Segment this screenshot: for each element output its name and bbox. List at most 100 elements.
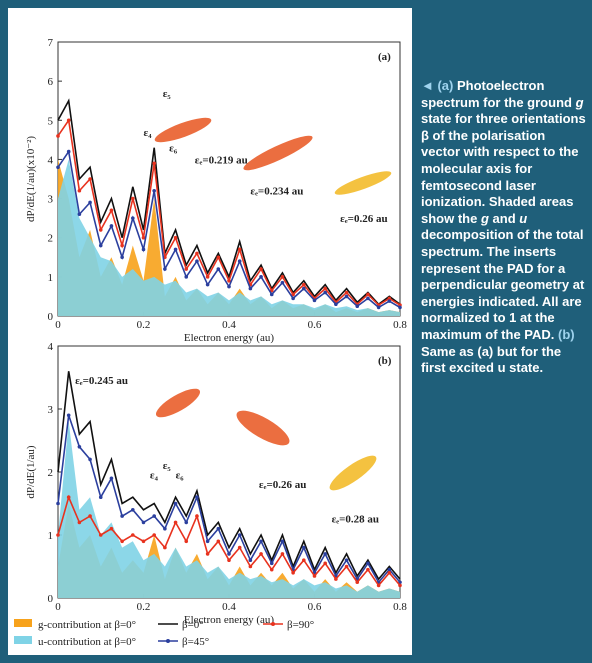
marker xyxy=(195,259,199,263)
marker xyxy=(205,539,210,544)
caption-text: Same as (a) but for the first excited u … xyxy=(421,343,562,376)
marker xyxy=(280,280,285,285)
marker xyxy=(312,298,317,303)
marker xyxy=(259,552,263,556)
marker xyxy=(323,286,327,291)
marker xyxy=(120,514,124,518)
legend-label: β=45° xyxy=(182,636,209,648)
caption-text: ◄ (a) xyxy=(421,78,454,93)
marker xyxy=(280,552,285,556)
legend-swatch xyxy=(14,619,32,627)
marker xyxy=(98,243,103,248)
marker xyxy=(280,539,285,544)
marker xyxy=(173,520,178,525)
annotation: εₑ=0.28 au xyxy=(332,513,379,525)
marker xyxy=(163,267,167,271)
y-tick-label: 4 xyxy=(48,341,54,353)
marker xyxy=(88,177,92,181)
marker xyxy=(152,161,156,166)
panel-label: (b) xyxy=(378,355,392,367)
marker xyxy=(398,305,402,310)
x-tick-label: 0.4 xyxy=(222,319,236,331)
x-axis-label: Electron energy (au) xyxy=(184,332,275,344)
marker xyxy=(366,567,370,572)
marker xyxy=(152,533,156,537)
marker xyxy=(237,247,242,252)
marker xyxy=(366,561,370,566)
marker xyxy=(163,545,167,550)
marker xyxy=(334,577,338,581)
x-tick-label: 0.2 xyxy=(137,319,151,331)
marker xyxy=(269,567,274,572)
marker xyxy=(387,299,392,303)
marker xyxy=(77,188,82,193)
panel: 0 0.2 0.4 0.6 0.8 0 1 2 3 4 5 6 7 Electron energy (au… xyxy=(25,37,407,344)
marker xyxy=(259,267,263,271)
y-tick-label: 1 xyxy=(48,530,54,542)
marker xyxy=(323,290,327,295)
marker xyxy=(280,275,285,279)
x-axis-label: Electron energy (au) xyxy=(184,614,275,626)
marker xyxy=(291,296,295,301)
marker xyxy=(237,259,242,263)
marker xyxy=(312,574,317,578)
x-tick-label: 0.4 xyxy=(222,601,236,613)
marker xyxy=(237,545,242,550)
caption-text: g xyxy=(480,210,489,226)
y-tick-label: 6 xyxy=(48,76,54,88)
area xyxy=(58,159,400,316)
annotation: εₑ=0.26 au xyxy=(259,479,306,491)
y-tick-label: 2 xyxy=(48,467,54,479)
marker xyxy=(184,520,189,525)
marker xyxy=(302,558,306,562)
y-tick-label: 2 xyxy=(48,233,54,245)
marker xyxy=(152,188,156,193)
x-tick-label: 0 xyxy=(55,601,61,613)
marker xyxy=(376,305,381,310)
marker xyxy=(120,255,124,260)
caption-text: state for three orientations β of the po… xyxy=(421,111,586,226)
marker xyxy=(88,200,92,205)
marker xyxy=(163,526,167,531)
x-tick-label: 0.6 xyxy=(308,601,322,613)
marker xyxy=(398,583,402,588)
marker xyxy=(56,533,60,537)
marker xyxy=(248,564,253,569)
y-axis-label: dP/dE(1/au)(x10⁻²) xyxy=(25,136,37,222)
marker xyxy=(141,247,146,252)
marker xyxy=(66,118,71,123)
marker xyxy=(77,520,82,525)
annotation: εₑ=0.234 au xyxy=(250,186,303,198)
annotation: ε₆ xyxy=(169,143,178,155)
caption-text: (b) xyxy=(558,326,575,342)
marker xyxy=(56,134,60,138)
marker xyxy=(291,292,295,297)
marker xyxy=(152,514,156,518)
caption: ◄ (a) Photoelectron spectrum for the gro… xyxy=(421,78,587,377)
marker xyxy=(366,292,370,297)
marker xyxy=(66,149,71,154)
x-tick-label: 0.2 xyxy=(137,601,151,613)
marker xyxy=(227,552,231,556)
marker xyxy=(248,558,253,562)
marker xyxy=(120,539,124,544)
marker xyxy=(344,558,349,562)
marker xyxy=(195,495,199,500)
marker xyxy=(227,558,231,562)
marker xyxy=(173,501,178,506)
marker xyxy=(216,267,221,271)
marker xyxy=(216,255,221,260)
marker xyxy=(98,228,103,232)
y-tick-label: 5 xyxy=(48,115,54,127)
marker xyxy=(131,533,135,537)
inset-decoration xyxy=(154,117,392,491)
marker xyxy=(387,567,392,572)
panel-label: (a) xyxy=(378,51,391,63)
x-tick-label: 0.6 xyxy=(308,319,322,331)
marker xyxy=(66,413,71,418)
y-tick-label: 0 xyxy=(48,311,54,323)
marker xyxy=(259,539,263,544)
marker xyxy=(355,304,360,309)
marker xyxy=(323,561,327,566)
